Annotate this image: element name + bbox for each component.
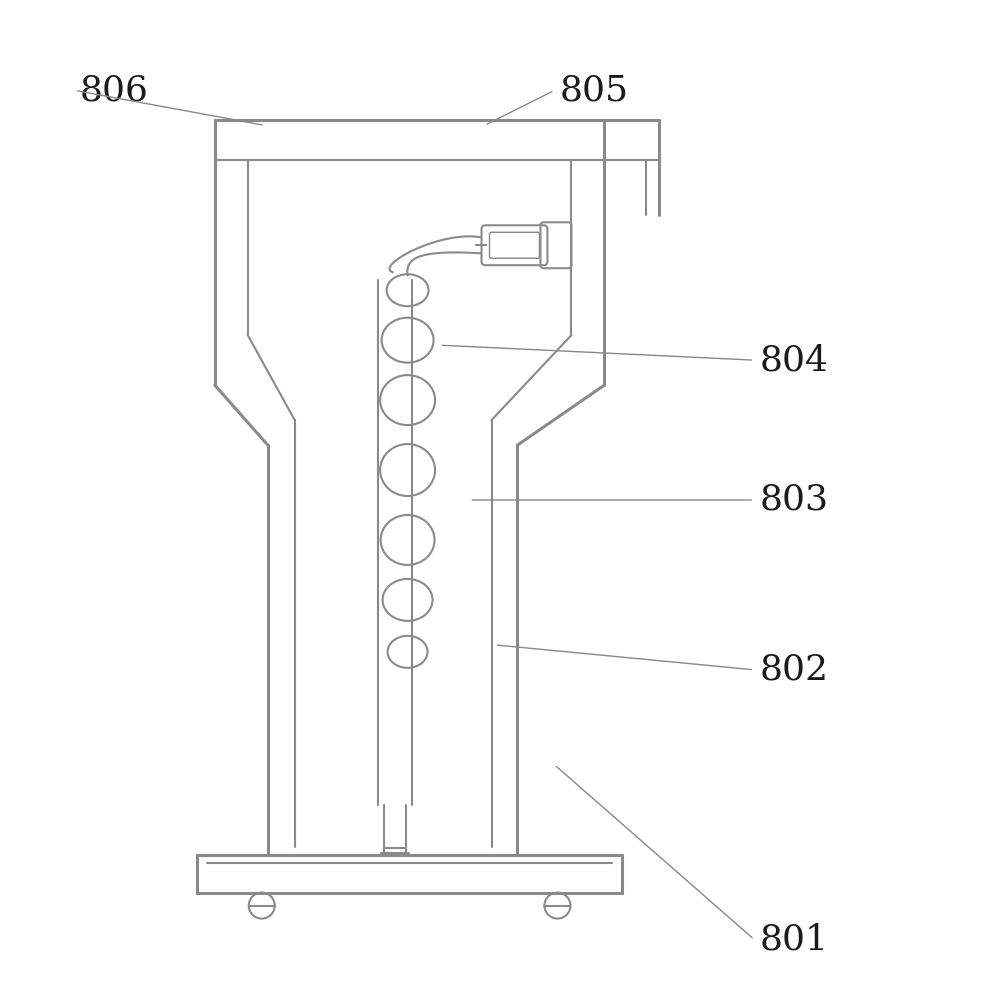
Text: 802: 802 [759,653,828,687]
Text: 805: 805 [559,73,628,107]
Text: 806: 806 [80,73,149,107]
Text: 803: 803 [759,483,828,517]
Text: 804: 804 [759,343,828,377]
Text: 801: 801 [759,923,828,957]
